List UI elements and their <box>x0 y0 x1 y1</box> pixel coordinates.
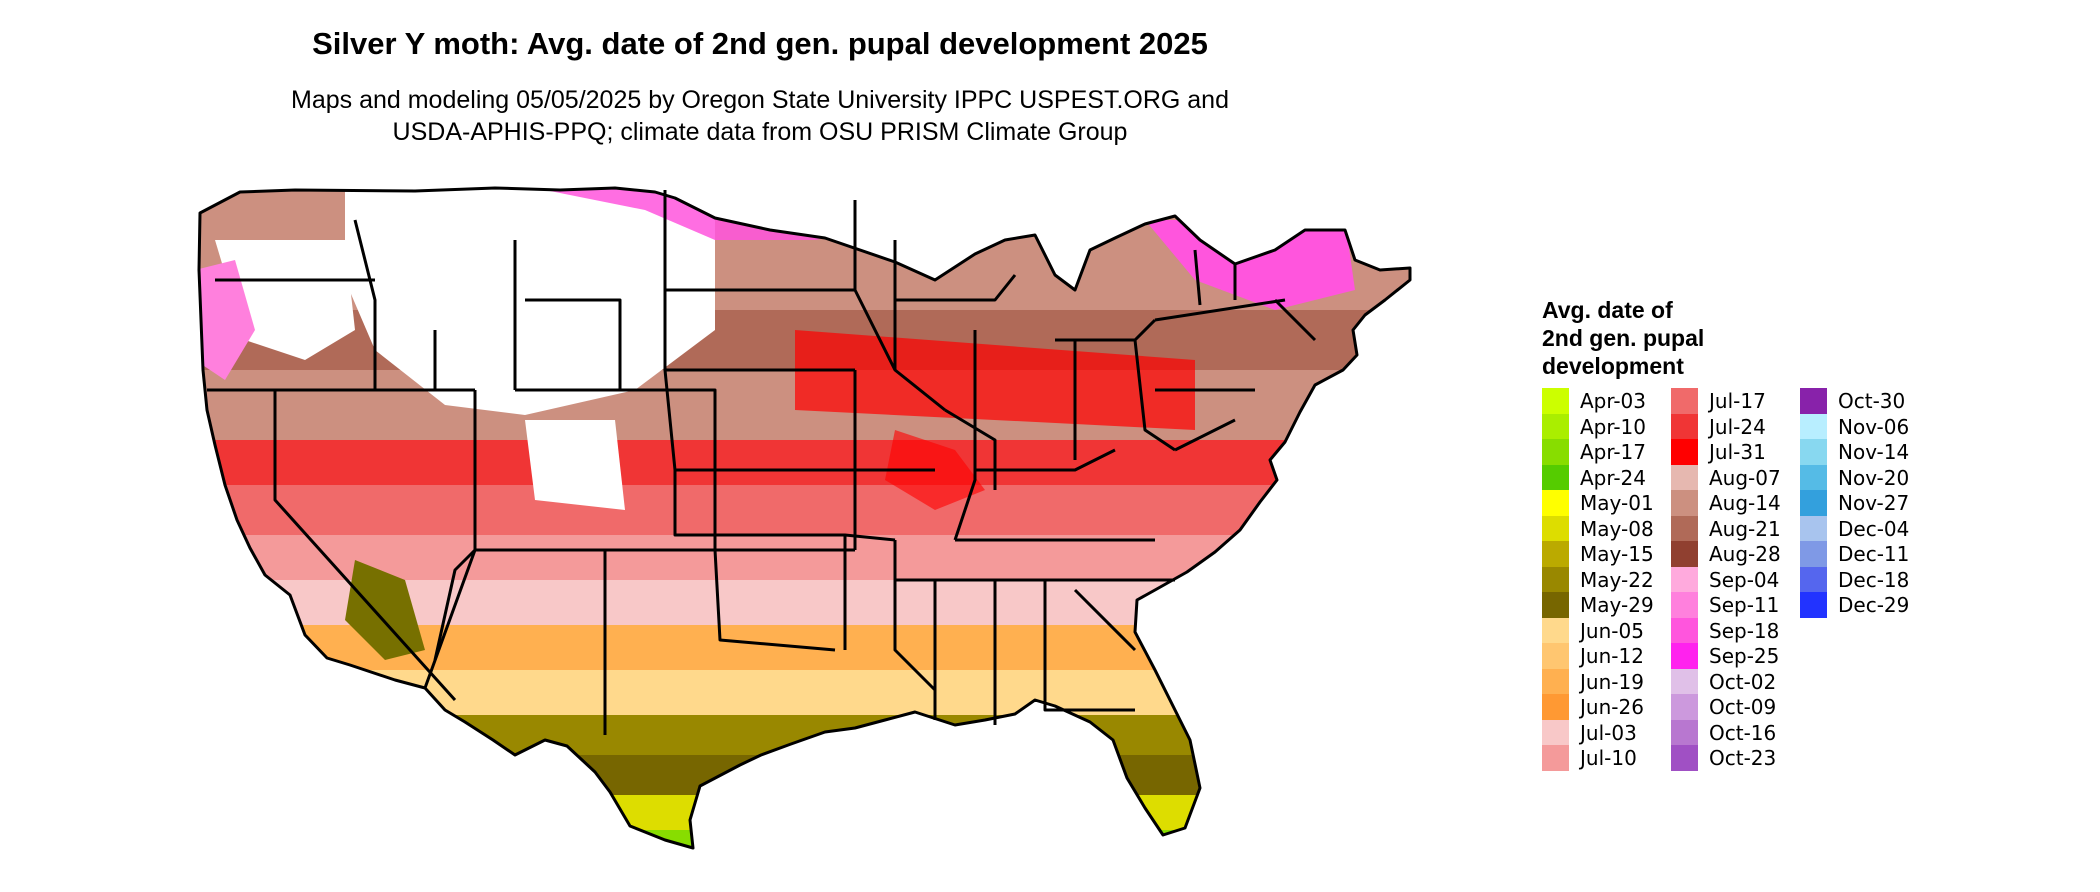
legend-swatch <box>1671 490 1698 516</box>
legend-swatch <box>1671 541 1698 567</box>
legend-swatch <box>1800 566 1827 592</box>
legend-swatch <box>1542 592 1569 618</box>
legend-label: Aug-14 <box>1709 491 1781 515</box>
legend-label: Sep-11 <box>1709 593 1780 617</box>
legend-swatch <box>1542 439 1569 465</box>
legend-label: May-08 <box>1580 516 1654 541</box>
legend-swatch <box>1671 439 1698 465</box>
legend-label: Apr-24 <box>1580 465 1646 490</box>
legend-swatch <box>1671 745 1698 771</box>
legend-label: Oct-30 <box>1838 389 1906 413</box>
map-title: Silver Y moth: Avg. date of 2nd gen. pup… <box>312 26 1208 61</box>
legend-swatch <box>1542 413 1569 439</box>
legend-swatch <box>1542 668 1569 694</box>
legend-swatch <box>1542 694 1569 720</box>
legend-label: Nov-27 <box>1838 491 1910 515</box>
legend-swatch <box>1542 617 1569 643</box>
legend-swatch <box>1800 490 1827 516</box>
legend-swatch <box>1671 566 1698 592</box>
legend-label: Oct-02 <box>1709 669 1777 694</box>
legend-swatch <box>1671 515 1698 541</box>
legend-label: Jun-12 <box>1580 644 1644 668</box>
legend-swatch <box>1542 566 1569 592</box>
legend-swatch <box>1542 719 1569 745</box>
us-map <box>197 186 1412 850</box>
legend-title: Avg. date of 2nd gen. pupal development <box>1542 296 1704 380</box>
state-boundaries <box>197 186 1412 850</box>
subtitle-line-1: Maps and modeling 05/05/2025 by Oregon S… <box>291 86 1229 114</box>
map-subtitle: Maps and modeling 05/05/2025 by Oregon S… <box>0 84 1520 148</box>
legend-label: Dec-29 <box>1838 593 1910 617</box>
legend-swatch <box>1542 643 1569 669</box>
legend-label: Jun-26 <box>1580 695 1644 719</box>
legend-swatch <box>1800 592 1827 618</box>
legend-swatch <box>1542 464 1569 490</box>
legend-label: Jul-03 <box>1580 720 1637 745</box>
legend-swatch <box>1800 439 1827 465</box>
legend-label: Jun-19 <box>1580 669 1644 694</box>
legend-swatch <box>1800 515 1827 541</box>
legend-swatch <box>1800 388 1827 414</box>
legend-label: Jul-24 <box>1709 414 1766 439</box>
legend-label: Aug-07 <box>1709 465 1781 490</box>
legend-swatch <box>1671 413 1698 439</box>
legend-label: Dec-04 <box>1838 516 1910 541</box>
legend-label: Nov-14 <box>1838 440 1910 464</box>
subtitle-line-2: USDA-APHIS-PPQ; climate data from OSU PR… <box>392 118 1128 146</box>
legend-label: May-29 <box>1580 593 1654 617</box>
legend-swatch <box>1671 592 1698 618</box>
legend-title-line-2: 2nd gen. pupal <box>1542 325 1705 351</box>
legend-title-line-3: development <box>1542 353 1684 379</box>
legend-label: Dec-11 <box>1838 542 1910 566</box>
legend-label: Aug-28 <box>1709 542 1781 566</box>
legend-title-line-1: Avg. date of <box>1542 297 1673 323</box>
legend-swatch <box>1671 719 1698 745</box>
legend-label: May-15 <box>1580 542 1654 566</box>
legend-label: Oct-16 <box>1709 720 1777 745</box>
legend-label: Nov-06 <box>1838 414 1910 439</box>
legend-swatch <box>1671 643 1698 669</box>
legend-swatch <box>1671 617 1698 643</box>
legend-swatch <box>1671 668 1698 694</box>
legend-label: Jun-05 <box>1580 618 1644 643</box>
legend-label: Jul-31 <box>1709 440 1766 464</box>
legend-label: Jul-17 <box>1709 389 1766 413</box>
legend-swatch <box>1542 541 1569 567</box>
legend-label: May-01 <box>1580 491 1654 515</box>
legend-swatch <box>1542 388 1569 414</box>
legend-label: Aug-21 <box>1709 516 1781 541</box>
legend-swatch <box>1800 541 1827 567</box>
legend-label: Apr-10 <box>1580 414 1646 439</box>
legend-label: Sep-25 <box>1709 644 1780 668</box>
legend-swatch <box>1671 388 1698 414</box>
legend-swatch <box>1542 515 1569 541</box>
legend-label: Nov-20 <box>1838 465 1910 490</box>
legend-swatch <box>1800 413 1827 439</box>
legend-swatch <box>1800 464 1827 490</box>
legend-swatch <box>1542 490 1569 516</box>
legend-label: May-22 <box>1580 567 1654 592</box>
legend-label: Apr-03 <box>1580 389 1646 413</box>
legend-label: Oct-23 <box>1709 746 1777 770</box>
legend-swatch <box>1671 694 1698 720</box>
legend-label: Oct-09 <box>1709 695 1777 719</box>
legend-swatch <box>1542 745 1569 771</box>
legend-label: Sep-04 <box>1709 567 1780 592</box>
legend-label: Jul-10 <box>1580 746 1637 770</box>
legend-label: Sep-18 <box>1709 618 1780 643</box>
legend-label: Dec-18 <box>1838 567 1910 592</box>
legend-swatch <box>1671 464 1698 490</box>
legend-label: Apr-17 <box>1580 440 1646 464</box>
